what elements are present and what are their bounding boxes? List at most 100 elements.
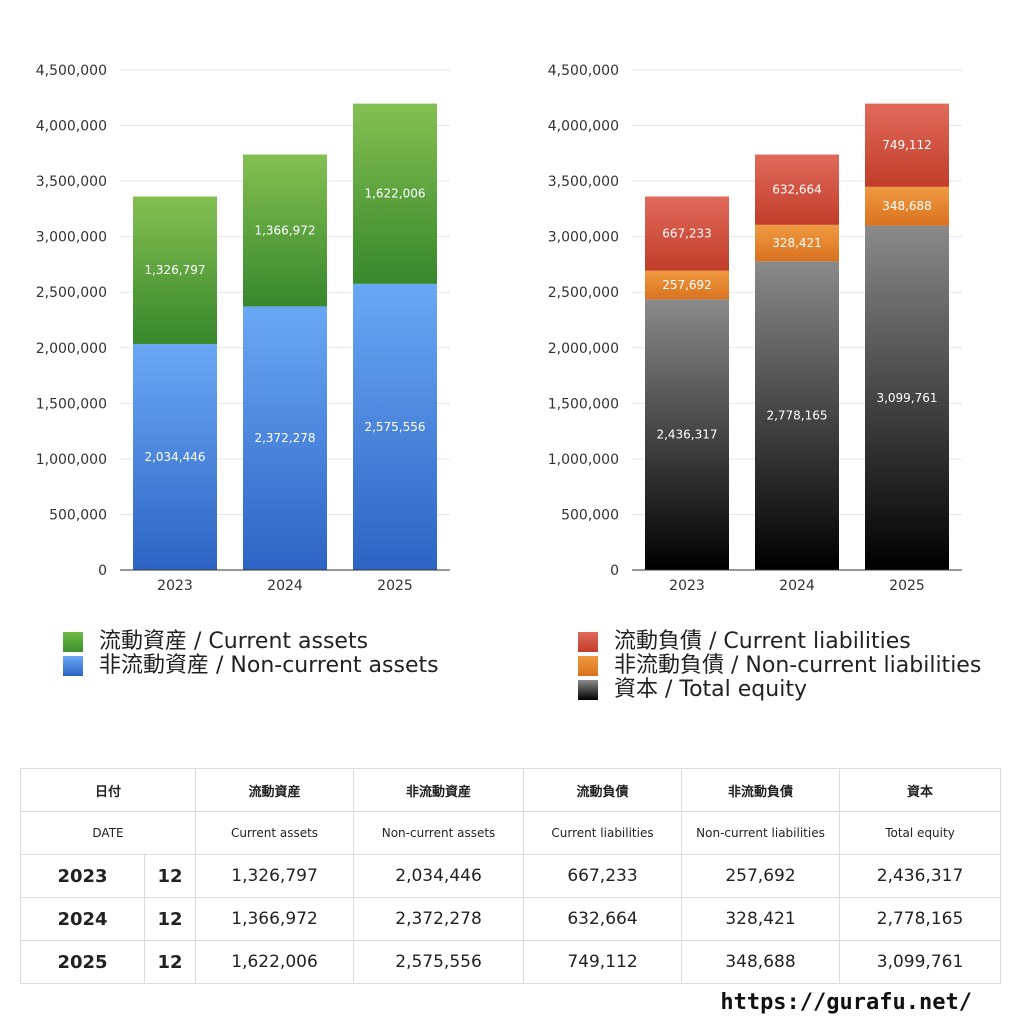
bar-data-label: 2,372,278 [254,431,315,445]
legend-item-non-current-assets: 非流動資産 / Non-current assets [63,654,439,678]
cell-current-assets: 1,622,006 [195,940,355,984]
assets-chart: 0 500,000 1,000,000 1,500,000 2,000,000 2,500… [36,63,450,594]
table-header-en: DATE Current assets Non-current assets C… [19,811,1002,855]
bar-segment [755,261,839,570]
header-total-equity-en: Total equity [839,811,1002,855]
x-tick-label: 2025 [889,578,925,594]
bar-data-label: 2,034,446 [144,450,205,464]
y-tick-label: 3,500,000 [36,174,107,190]
row-month: 12 [143,854,197,898]
y-tick-label: 0 [98,563,107,579]
bar-data-label: 2,575,556 [364,420,425,434]
header-current-assets-en: Current assets [195,811,355,855]
y-tick-label: 500,000 [49,507,107,523]
y-tick-label: 4,500,000 [36,63,107,79]
bar-segment [645,299,729,570]
bar-segment [353,103,437,284]
x-tick-label: 2024 [267,578,303,594]
x-tick-label: 2023 [669,578,705,594]
table-header-jp: 日付 流動資産 非流動資産 流動負債 非流動負債 資本 [19,768,1002,812]
bar-segment [645,270,729,300]
row-year: 2025 [20,940,145,984]
cell-non-current-liabilities: 348,688 [681,940,841,984]
bar-data-label: 2,778,165 [766,409,827,423]
bar-segment [755,224,839,262]
cell-total-equity: 2,436,317 [839,854,1002,898]
legend-item-current-liabilities: 流動負債 / Current liabilities [578,630,981,654]
assets-legend: 流動資産 / Current assets 非流動資産 / Non-curren… [63,630,439,678]
legend-item-non-current-liabilities: 非流動負債 / Non-current liabilities [578,654,981,678]
cell-total-equity: 3,099,761 [839,940,1002,984]
header-current-liabilities-en: Current liabilities [523,811,683,855]
footer-url[interactable]: https://gurafu.net/ [720,990,972,1015]
y-tick-label: 2,500,000 [548,285,619,301]
bar-data-label: 667,233 [662,227,712,241]
header-non-current-assets-en: Non-current assets [353,811,525,855]
y-tick-label: 1,500,000 [36,396,107,412]
legend-swatch-total-equity [578,680,598,700]
bar-segment [133,343,217,570]
y-tick-label: 1,000,000 [36,452,107,468]
bar-data-label: 328,421 [772,236,822,250]
cell-non-current-assets: 2,034,446 [353,854,525,898]
bar-data-label: 257,692 [662,278,712,292]
bar-data-label: 348,688 [882,199,932,213]
legend-swatch-non-current-assets [63,656,83,676]
bar-segment [755,154,839,225]
header-date-en: DATE [19,811,197,855]
bar-segment [865,225,949,571]
header-current-assets-jp: 流動資産 [195,768,355,812]
legend-item-current-assets: 流動資産 / Current assets [63,630,439,654]
header-current-liabilities-jp: 流動負債 [523,768,683,812]
legend-label-non-current-assets: 非流動資産 / Non-current assets [99,653,439,678]
bar-segment [243,154,327,307]
header-non-current-assets-jp: 非流動資産 [353,768,525,812]
x-tick-label: 2024 [779,578,815,594]
bar-data-label: 1,326,797 [144,263,205,277]
cell-current-assets: 1,326,797 [195,854,355,898]
bar-segment [353,283,437,570]
y-tick-label: 1,000,000 [548,452,619,468]
bar-segment [865,103,949,187]
row-month: 12 [143,897,197,941]
y-tick-label: 2,000,000 [548,341,619,357]
cell-current-liabilities: 632,664 [523,897,683,941]
liabilities-legend: 流動負債 / Current liabilities 非流動負債 / Non-c… [578,630,981,702]
header-date-jp: 日付 [19,768,197,812]
legend-swatch-current-assets [63,632,83,652]
bar-segment [865,186,949,226]
y-tick-label: 4,500,000 [548,63,619,79]
cell-current-liabilities: 749,112 [523,940,683,984]
y-tick-label: 2,000,000 [36,341,107,357]
bar-segment [133,196,217,344]
header-total-equity-jp: 資本 [839,768,1002,812]
y-tick-label: 500,000 [561,507,619,523]
cell-total-equity: 2,778,165 [839,897,1002,941]
legend-item-total-equity: 資本 / Total equity [578,678,981,702]
y-tick-label: 0 [610,563,619,579]
cell-non-current-assets: 2,575,556 [353,940,525,984]
header-non-current-liabilities-jp: 非流動負債 [681,768,841,812]
x-tick-label: 2025 [377,578,413,594]
y-tick-label: 1,500,000 [548,396,619,412]
y-tick-label: 4,000,000 [548,119,619,135]
bar-data-label: 3,099,761 [876,391,937,405]
bar-data-label: 749,112 [882,138,932,152]
cell-non-current-liabilities: 328,421 [681,897,841,941]
y-tick-label: 3,000,000 [36,230,107,246]
bar-segment [243,306,327,570]
header-non-current-liabilities-en: Non-current liabilities [681,811,841,855]
cell-current-liabilities: 667,233 [523,854,683,898]
cell-non-current-liabilities: 257,692 [681,854,841,898]
bar-data-label: 632,664 [772,183,822,197]
row-month: 12 [143,940,197,984]
bar-data-label: 1,622,006 [364,187,425,201]
table-row: 2025 12 1,622,006 2,575,556 749,112 348,… [20,940,1002,984]
y-tick-label: 3,000,000 [548,230,619,246]
legend-label-current-assets: 流動資産 / Current assets [99,629,369,654]
x-tick-label: 2023 [157,578,193,594]
cell-non-current-assets: 2,372,278 [353,897,525,941]
y-tick-label: 3,500,000 [548,174,619,190]
financial-data-table: 日付 流動資産 非流動資産 流動負債 非流動負債 資本 DATE Current… [19,768,1002,984]
legend-swatch-non-current-liabilities [578,656,598,676]
